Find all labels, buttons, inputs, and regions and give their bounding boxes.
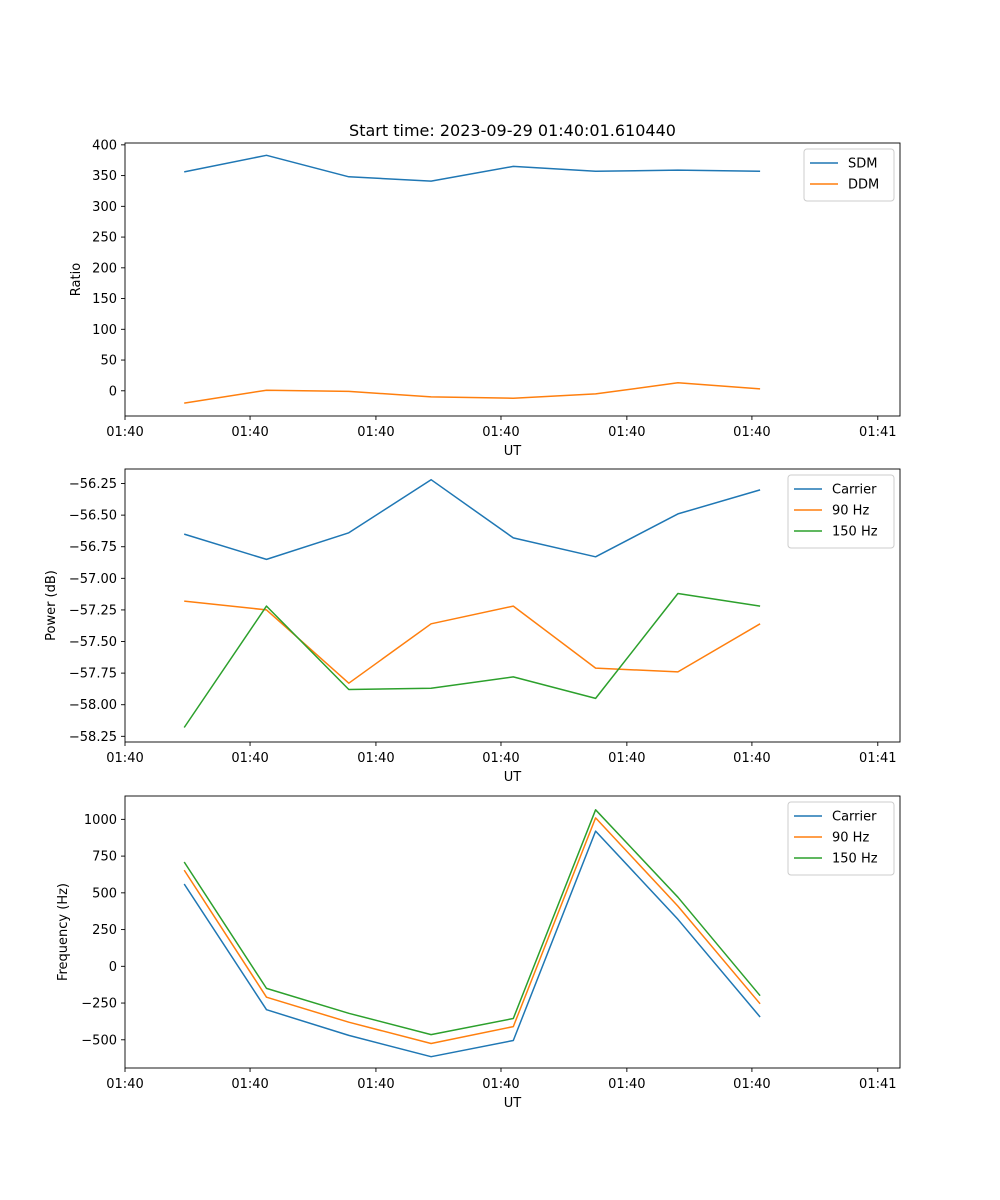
x-tick-label: 01:40 xyxy=(733,425,770,440)
axes-frame xyxy=(124,468,901,743)
x-tick-label: 01:40 xyxy=(357,751,394,766)
y-tick-label: −57.25 xyxy=(69,603,117,618)
y-tick-label: 200 xyxy=(92,261,117,276)
y-tick-label: 1000 xyxy=(84,813,117,828)
y-tick-label: 150 xyxy=(92,292,117,307)
x-tick-label: 01:40 xyxy=(608,425,645,440)
legend-label: Carrier xyxy=(832,810,877,825)
x-tick-label: 01:40 xyxy=(106,751,143,766)
x-tick-label: 01:40 xyxy=(231,425,268,440)
x-tick-label: 01:40 xyxy=(482,1077,519,1092)
x-tick-label: 01:40 xyxy=(608,1077,645,1092)
chart-panel-3: −500 −250 0 250 500 750 1000 01:40 01:40 01:40 01:… xyxy=(56,795,901,1111)
series-line-150-hz xyxy=(183,592,761,728)
axes-frame xyxy=(124,795,901,1069)
series-line-150-hz xyxy=(183,809,761,1036)
axes-frame xyxy=(124,142,901,417)
y-tick-label: −250 xyxy=(81,997,117,1012)
x-tick-label: 01:40 xyxy=(106,1077,143,1092)
legend-label: 90 Hz xyxy=(832,504,869,519)
x-tick-label: 01:40 xyxy=(608,751,645,766)
legend: Carrier 90 Hz 150 Hz xyxy=(787,801,895,876)
y-axis-label: Frequency (Hz) xyxy=(56,883,71,981)
panels: 0 50 100 150 200 250 300 350 400 01:40 01:40 01:40 0… xyxy=(44,138,901,1111)
series-line-carrier xyxy=(183,478,761,561)
legend-box xyxy=(803,148,895,202)
series-line-90-hz xyxy=(183,817,761,1045)
y-tick-label: −57.00 xyxy=(69,572,117,587)
y-tick-label: 400 xyxy=(92,138,117,153)
y-tick-label: −56.75 xyxy=(69,540,117,555)
x-tick-label: 01:40 xyxy=(357,1077,394,1092)
x-tick-label: 01:40 xyxy=(733,1077,770,1092)
legend-label: DDM xyxy=(848,178,879,193)
y-axis-label: Ratio xyxy=(69,263,84,296)
y-tick-label: 350 xyxy=(92,169,117,184)
y-tick-label: 0 xyxy=(109,384,117,399)
series-line-sdm xyxy=(184,154,761,182)
y-axis-label: Power (dB) xyxy=(44,570,59,641)
series-line-90-hz xyxy=(184,600,761,684)
x-tick-label: 01:40 xyxy=(357,425,394,440)
x-axis-label: UT xyxy=(504,770,522,785)
legend: SDM DDM xyxy=(803,148,895,202)
x-axis-label: UT xyxy=(504,444,522,459)
x-tick-label: 01:40 xyxy=(106,425,143,440)
legend: Carrier 90 Hz 150 Hz xyxy=(787,474,895,549)
legend-label: 150 Hz xyxy=(832,852,878,867)
legend-box xyxy=(787,474,895,549)
x-tick-label: 01:40 xyxy=(231,751,268,766)
y-tick-label: −57.50 xyxy=(69,635,117,650)
figure-title: Start time: 2023-09-29 01:40:01.610440 xyxy=(349,121,676,140)
y-tick-label: −58.00 xyxy=(69,698,117,713)
y-tick-label: 250 xyxy=(92,231,117,246)
chart-panel-2: −58.25 −58.00 −57.75 −57.50 −57.25 −57.00 −56.… xyxy=(44,468,901,785)
x-axis-label: UT xyxy=(504,1096,522,1111)
legend-label: 90 Hz xyxy=(832,831,869,846)
series-line-ddm xyxy=(184,382,761,404)
y-tick-label: −57.75 xyxy=(69,667,117,682)
x-tick-label: 01:40 xyxy=(733,751,770,766)
y-tick-label: −58.25 xyxy=(69,730,117,745)
y-tick-label: −56.50 xyxy=(69,509,117,524)
legend-label: Carrier xyxy=(832,483,877,498)
y-tick-label: 100 xyxy=(92,323,117,338)
y-tick-label: 750 xyxy=(92,850,117,865)
x-tick-label: 01:40 xyxy=(482,751,519,766)
legend-label: SDM xyxy=(848,157,877,172)
y-tick-label: 250 xyxy=(92,923,117,938)
y-tick-label: 0 xyxy=(109,960,117,975)
series-line-carrier xyxy=(183,830,761,1058)
x-tick-label: 01:41 xyxy=(859,425,896,440)
legend-box xyxy=(787,801,895,876)
y-tick-label: 500 xyxy=(92,886,117,901)
x-tick-label: 01:40 xyxy=(231,1077,268,1092)
legend-label: 150 Hz xyxy=(832,525,878,540)
chart-panel-1: 0 50 100 150 200 250 300 350 400 01:40 01:40 01:40 0… xyxy=(69,138,901,459)
x-tick-label: 01:41 xyxy=(859,751,896,766)
x-tick-label: 01:41 xyxy=(859,1077,896,1092)
y-tick-label: −500 xyxy=(81,1033,117,1048)
y-tick-label: −56.25 xyxy=(69,477,117,492)
y-tick-label: 300 xyxy=(92,200,117,215)
y-tick-label: 50 xyxy=(100,354,117,369)
x-tick-label: 01:40 xyxy=(482,425,519,440)
